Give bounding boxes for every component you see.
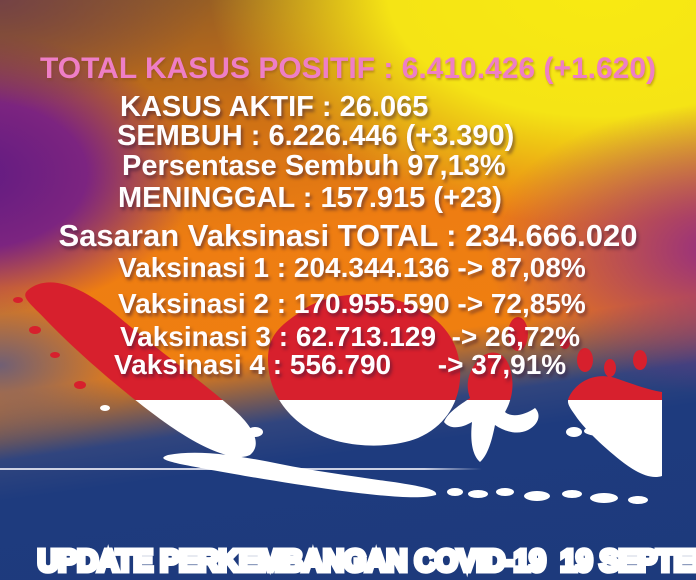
recovered-percentage-text: Persentase Sembuh 97,13%	[122, 150, 506, 182]
vaccination-dose-1-text: Vaksinasi 1 : 204.344.136 -> 87,08%	[118, 252, 586, 283]
vaccination-dose-3-text: Vaksinasi 3 : 62.713.129 -> 26,72%	[120, 321, 581, 352]
vaccination-target-text: Sasaran Vaksinasi TOTAL : 234.666.020	[58, 218, 638, 253]
footer-banner-title-outline: UPDATE PERKEMBANGAN COVID-19 19 SEPTEMBE…	[35, 541, 696, 580]
total-positive-text: TOTAL KASUS POSITIF : 6.410.426 (+1.620)	[39, 52, 657, 85]
map-flag-white-band	[13, 400, 662, 504]
deaths-text: MENINGGAL : 157.915 (+23)	[118, 182, 502, 214]
footer-banner: UPDATE PERKEMBANGAN COVID-19 19 SEPTEMBE…	[21, 525, 696, 580]
vaccination-dose-2-text: Vaksinasi 2 : 170.955.590 -> 72,85%	[118, 288, 586, 319]
vaccination-dose-4-text: Vaksinasi 4 : 556.790 -> 37,91%	[114, 349, 567, 380]
recovered-text: SEMBUH : 6.226.446 (+3.390)	[117, 120, 515, 152]
footer-banner-stack: UPDATE PERKEMBANGAN COVID-19 19 SEPTEMBE…	[35, 541, 696, 580]
active-cases-text: KASUS AKTIF : 26.065	[120, 91, 429, 123]
